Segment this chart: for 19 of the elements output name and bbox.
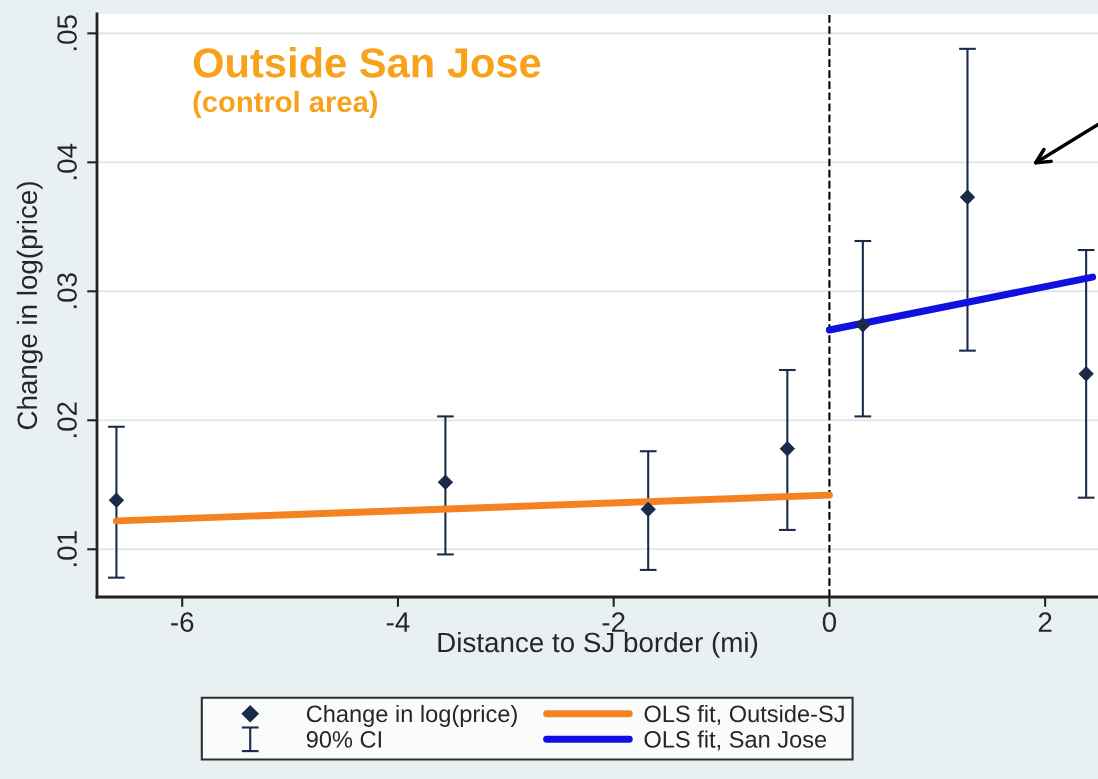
legend-label: OLS fit, San Jose <box>644 730 827 751</box>
y-tick-label: .04 <box>57 143 77 180</box>
x-tick-label: -6 <box>171 612 194 632</box>
x-axis-title: Distance to SJ border (mi) <box>438 631 758 658</box>
x-tick-label: -2 <box>602 612 625 632</box>
x-tick-label: -4 <box>386 612 410 632</box>
legend-label: Change in log(price) <box>306 704 517 727</box>
y-tick-label: .01 <box>57 531 77 567</box>
x-tick-label: 0 <box>822 612 837 632</box>
text: 90% CI <box>306 731 381 748</box>
annotation: Outside San Jose <box>193 47 541 78</box>
y-tick-label: .02 <box>57 402 77 438</box>
point <box>1078 366 1094 382</box>
y-tick-label: .03 <box>57 273 77 309</box>
y-tick-label: .05 <box>57 15 77 51</box>
x-tick-label: 2 <box>1038 612 1052 632</box>
legend-label: OLS fit, Outside-SJ <box>644 704 844 726</box>
y-axis-title: Change in log(price) <box>16 182 43 430</box>
annotation: (control area) <box>193 90 378 118</box>
